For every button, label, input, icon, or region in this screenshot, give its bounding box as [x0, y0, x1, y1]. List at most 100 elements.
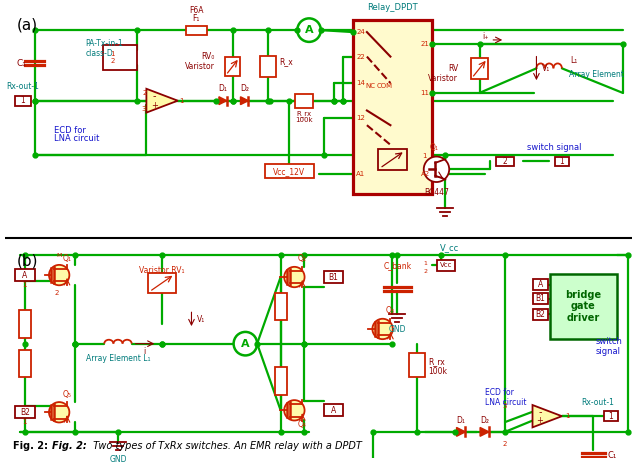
- Text: 2: 2: [502, 157, 508, 166]
- Circle shape: [284, 267, 305, 287]
- Circle shape: [284, 400, 305, 420]
- Text: RV₀: RV₀: [202, 52, 215, 61]
- Text: 1: 1: [565, 413, 570, 419]
- Text: 1: 1: [22, 419, 27, 425]
- Circle shape: [49, 265, 69, 285]
- Text: 21: 21: [420, 41, 429, 47]
- Text: A: A: [22, 271, 28, 279]
- Polygon shape: [532, 405, 562, 427]
- Text: gate: gate: [571, 301, 596, 312]
- Text: F6A: F6A: [189, 6, 204, 15]
- Text: -: -: [152, 91, 156, 101]
- Text: 1: 1: [424, 261, 428, 266]
- Text: Varistor: Varistor: [185, 62, 215, 71]
- Text: Q₄: Q₄: [298, 419, 307, 429]
- Text: Q₁: Q₁: [429, 143, 438, 152]
- Text: Two types of TxRx switches. An EMR relay with a DPDT: Two types of TxRx switches. An EMR relay…: [90, 440, 362, 451]
- Text: 2: 2: [142, 90, 147, 96]
- Text: 12: 12: [356, 115, 365, 121]
- Bar: [295, 94, 313, 107]
- Bar: [260, 56, 276, 77]
- Text: B1: B1: [328, 272, 339, 281]
- Text: B2: B2: [536, 310, 545, 319]
- Text: A: A: [241, 339, 250, 349]
- Text: Rx-out-1: Rx-out-1: [6, 82, 39, 92]
- Text: ECD for: ECD for: [486, 388, 515, 397]
- Text: 2: 2: [503, 441, 508, 446]
- Bar: [324, 405, 344, 416]
- Text: PA-Tx-in-1: PA-Tx-in-1: [86, 40, 124, 48]
- Text: class-D: class-D: [86, 49, 113, 58]
- Text: Relay_DPDT: Relay_DPDT: [367, 4, 418, 13]
- Text: Varistor: Varistor: [428, 73, 458, 83]
- Text: LNA circuit: LNA circuit: [54, 134, 100, 143]
- Text: C₁: C₁: [608, 451, 617, 460]
- Bar: [186, 26, 207, 34]
- Bar: [19, 310, 31, 338]
- Text: switch signal: switch signal: [527, 143, 581, 152]
- Text: (a): (a): [17, 17, 38, 33]
- Text: Fig. 2:: Fig. 2:: [52, 440, 87, 451]
- Bar: [532, 279, 548, 290]
- Text: GND: GND: [388, 326, 406, 334]
- Bar: [532, 309, 548, 319]
- Text: 1: 1: [559, 157, 564, 166]
- Text: i: i: [143, 347, 145, 356]
- Bar: [550, 274, 617, 339]
- Text: 1
2: 1 2: [111, 51, 115, 64]
- Text: signal: signal: [595, 347, 620, 356]
- Text: 1: 1: [22, 282, 27, 288]
- Circle shape: [372, 319, 393, 339]
- Bar: [15, 406, 35, 418]
- Text: R_rx: R_rx: [296, 110, 312, 117]
- Text: Vcc: Vcc: [440, 262, 452, 268]
- Text: R_x: R_x: [280, 57, 293, 66]
- Text: 1: 1: [20, 96, 26, 105]
- Text: LNA circuit: LNA circuit: [486, 398, 527, 407]
- Polygon shape: [456, 427, 465, 436]
- Text: R_rx: R_rx: [429, 357, 445, 366]
- Text: A: A: [331, 406, 336, 415]
- Text: Varistor RV₁: Varistor RV₁: [140, 266, 185, 275]
- Circle shape: [424, 157, 449, 182]
- Text: D₁: D₁: [218, 85, 227, 93]
- Text: 14: 14: [356, 80, 365, 86]
- Text: 2: 2: [55, 290, 59, 296]
- Text: Fig. 2:: Fig. 2:: [13, 440, 48, 451]
- Bar: [555, 157, 569, 166]
- Text: +: +: [151, 101, 157, 110]
- Bar: [496, 157, 514, 166]
- Text: B2: B2: [20, 408, 30, 417]
- Text: 1: 1: [609, 412, 613, 421]
- Text: NC: NC: [366, 83, 376, 89]
- Text: 3: 3: [142, 106, 147, 112]
- Text: Rx-out-1: Rx-out-1: [582, 398, 614, 407]
- Text: A: A: [305, 25, 314, 35]
- Bar: [378, 149, 407, 170]
- Text: -: -: [538, 407, 541, 417]
- Text: A1: A1: [356, 171, 365, 177]
- Bar: [275, 367, 287, 395]
- Text: A2: A2: [420, 171, 429, 177]
- Text: driver: driver: [567, 313, 600, 323]
- Bar: [532, 293, 548, 304]
- Text: B1: B1: [536, 294, 545, 303]
- Text: 22: 22: [356, 53, 365, 60]
- Text: Q₅: Q₅: [63, 390, 72, 399]
- Bar: [15, 96, 31, 106]
- Text: 3: 3: [503, 404, 508, 409]
- Bar: [409, 353, 425, 377]
- Text: D₁: D₁: [456, 416, 465, 425]
- Text: +: +: [536, 416, 543, 425]
- Text: Array Element L₁: Array Element L₁: [86, 354, 150, 363]
- Circle shape: [298, 19, 321, 42]
- Text: 2: 2: [424, 269, 428, 273]
- Bar: [353, 20, 431, 194]
- Text: D₂: D₂: [240, 85, 249, 93]
- Text: F₁: F₁: [193, 14, 200, 23]
- Text: 1: 1: [422, 153, 427, 159]
- Text: M: M: [56, 253, 62, 258]
- Text: 11: 11: [420, 90, 429, 96]
- Text: C_bank: C_bank: [383, 261, 412, 270]
- Polygon shape: [219, 97, 227, 105]
